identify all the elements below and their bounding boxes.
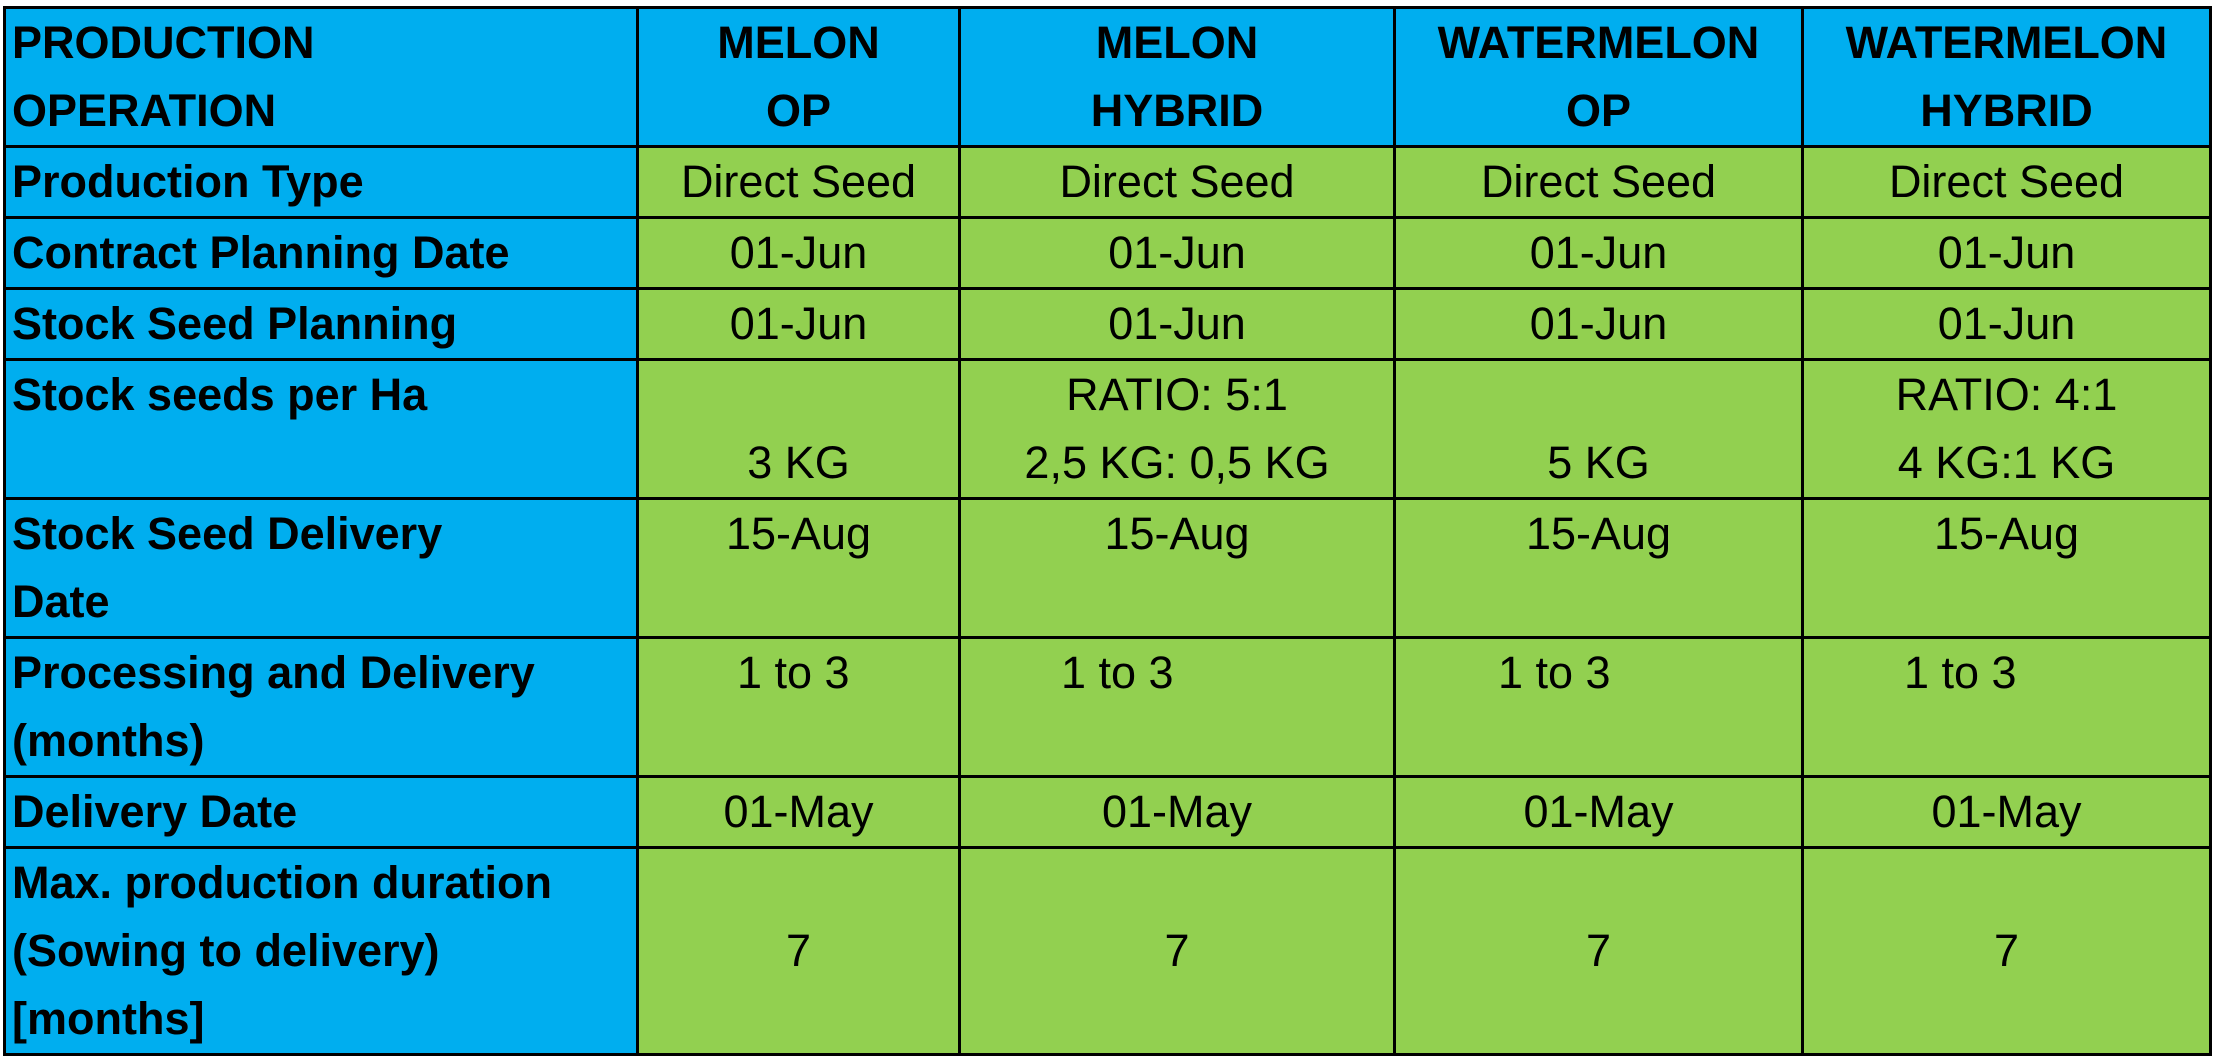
table-cell: 15-Aug — [1393, 497, 1804, 639]
table-row-stock-seed-planning: Stock Seed Planning 01-Jun 01-Jun 01-Jun… — [3, 287, 2212, 361]
table-cell: Direct Seed — [636, 145, 961, 219]
table-cell: 01-Jun — [1801, 216, 2212, 290]
table-row-processing-delivery: Processing and Delivery (months) 1 to 3 … — [3, 636, 2212, 778]
table-row-stock-seeds-per-ha: Stock seeds per Ha 3 KG RATIO: 5:1 2,5 K… — [3, 358, 2212, 500]
table-cell: 01-Jun — [636, 216, 961, 290]
header-watermelon-op: WATERMELON OP — [1393, 6, 1804, 148]
table-cell: 01-May — [1801, 775, 2212, 849]
table-row-contract-planning: Contract Planning Date 01-Jun 01-Jun 01-… — [3, 216, 2212, 290]
table-cell: RATIO: 4:1 4 KG:1 KG — [1801, 358, 2212, 500]
table-cell: 7 — [636, 846, 961, 1056]
table-cell: 01-Jun — [636, 287, 961, 361]
table-cell: 01-May — [636, 775, 961, 849]
table-cell: 3 KG — [636, 358, 961, 500]
table-cell: 01-Jun — [1393, 287, 1804, 361]
row-label: Max. production duration (Sowing to deli… — [3, 846, 639, 1056]
table-cell: 1 to 3 — [636, 636, 961, 778]
table-row-delivery-date: Delivery Date 01-May 01-May 01-May 01-Ma… — [3, 775, 2212, 849]
row-label: Delivery Date — [3, 775, 639, 849]
header-row: PRODUCTION OPERATION MELON OP MELON HYBR… — [3, 6, 2212, 148]
row-label: Stock Seed Delivery Date — [3, 497, 639, 639]
table-cell: Direct Seed — [958, 145, 1396, 219]
header-operation: PRODUCTION OPERATION — [3, 6, 639, 148]
table-cell: 15-Aug — [1801, 497, 2212, 639]
table-cell: 1 to 3 — [1393, 636, 1804, 778]
table-cell: 01-May — [1393, 775, 1804, 849]
table-cell: Direct Seed — [1801, 145, 2212, 219]
row-label: Production Type — [3, 145, 639, 219]
table-cell: 7 — [1801, 846, 2212, 1056]
table-cell: 01-Jun — [1393, 216, 1804, 290]
row-label: Contract Planning Date — [3, 216, 639, 290]
header-melon-op: MELON OP — [636, 6, 961, 148]
production-table: PRODUCTION OPERATION MELON OP MELON HYBR… — [3, 6, 2212, 1056]
header-melon-hybrid: MELON HYBRID — [958, 6, 1396, 148]
table-cell: 01-Jun — [958, 287, 1396, 361]
table-cell: 15-Aug — [958, 497, 1396, 639]
table-cell: 01-May — [958, 775, 1396, 849]
table-cell: 15-Aug — [636, 497, 961, 639]
table-cell: 1 to 3 — [1801, 636, 2212, 778]
table-cell: 1 to 3 — [958, 636, 1396, 778]
table-cell: RATIO: 5:1 2,5 KG: 0,5 KG — [958, 358, 1396, 500]
table-row-max-duration: Max. production duration (Sowing to deli… — [3, 846, 2212, 1056]
header-watermelon-hybrid: WATERMELON HYBRID — [1801, 6, 2212, 148]
table-row-stock-seed-delivery: Stock Seed Delivery Date 15-Aug 15-Aug 1… — [3, 497, 2212, 639]
table-cell: 01-Jun — [958, 216, 1396, 290]
row-label: Stock seeds per Ha — [3, 358, 639, 500]
table-cell: Direct Seed — [1393, 145, 1804, 219]
table-cell: 7 — [958, 846, 1396, 1056]
table-cell: 7 — [1393, 846, 1804, 1056]
table-cell: 5 KG — [1393, 358, 1804, 500]
table-cell: 01-Jun — [1801, 287, 2212, 361]
table-row-production-type: Production Type Direct Seed Direct Seed … — [3, 145, 2212, 219]
row-label: Stock Seed Planning — [3, 287, 639, 361]
row-label: Processing and Delivery (months) — [3, 636, 639, 778]
